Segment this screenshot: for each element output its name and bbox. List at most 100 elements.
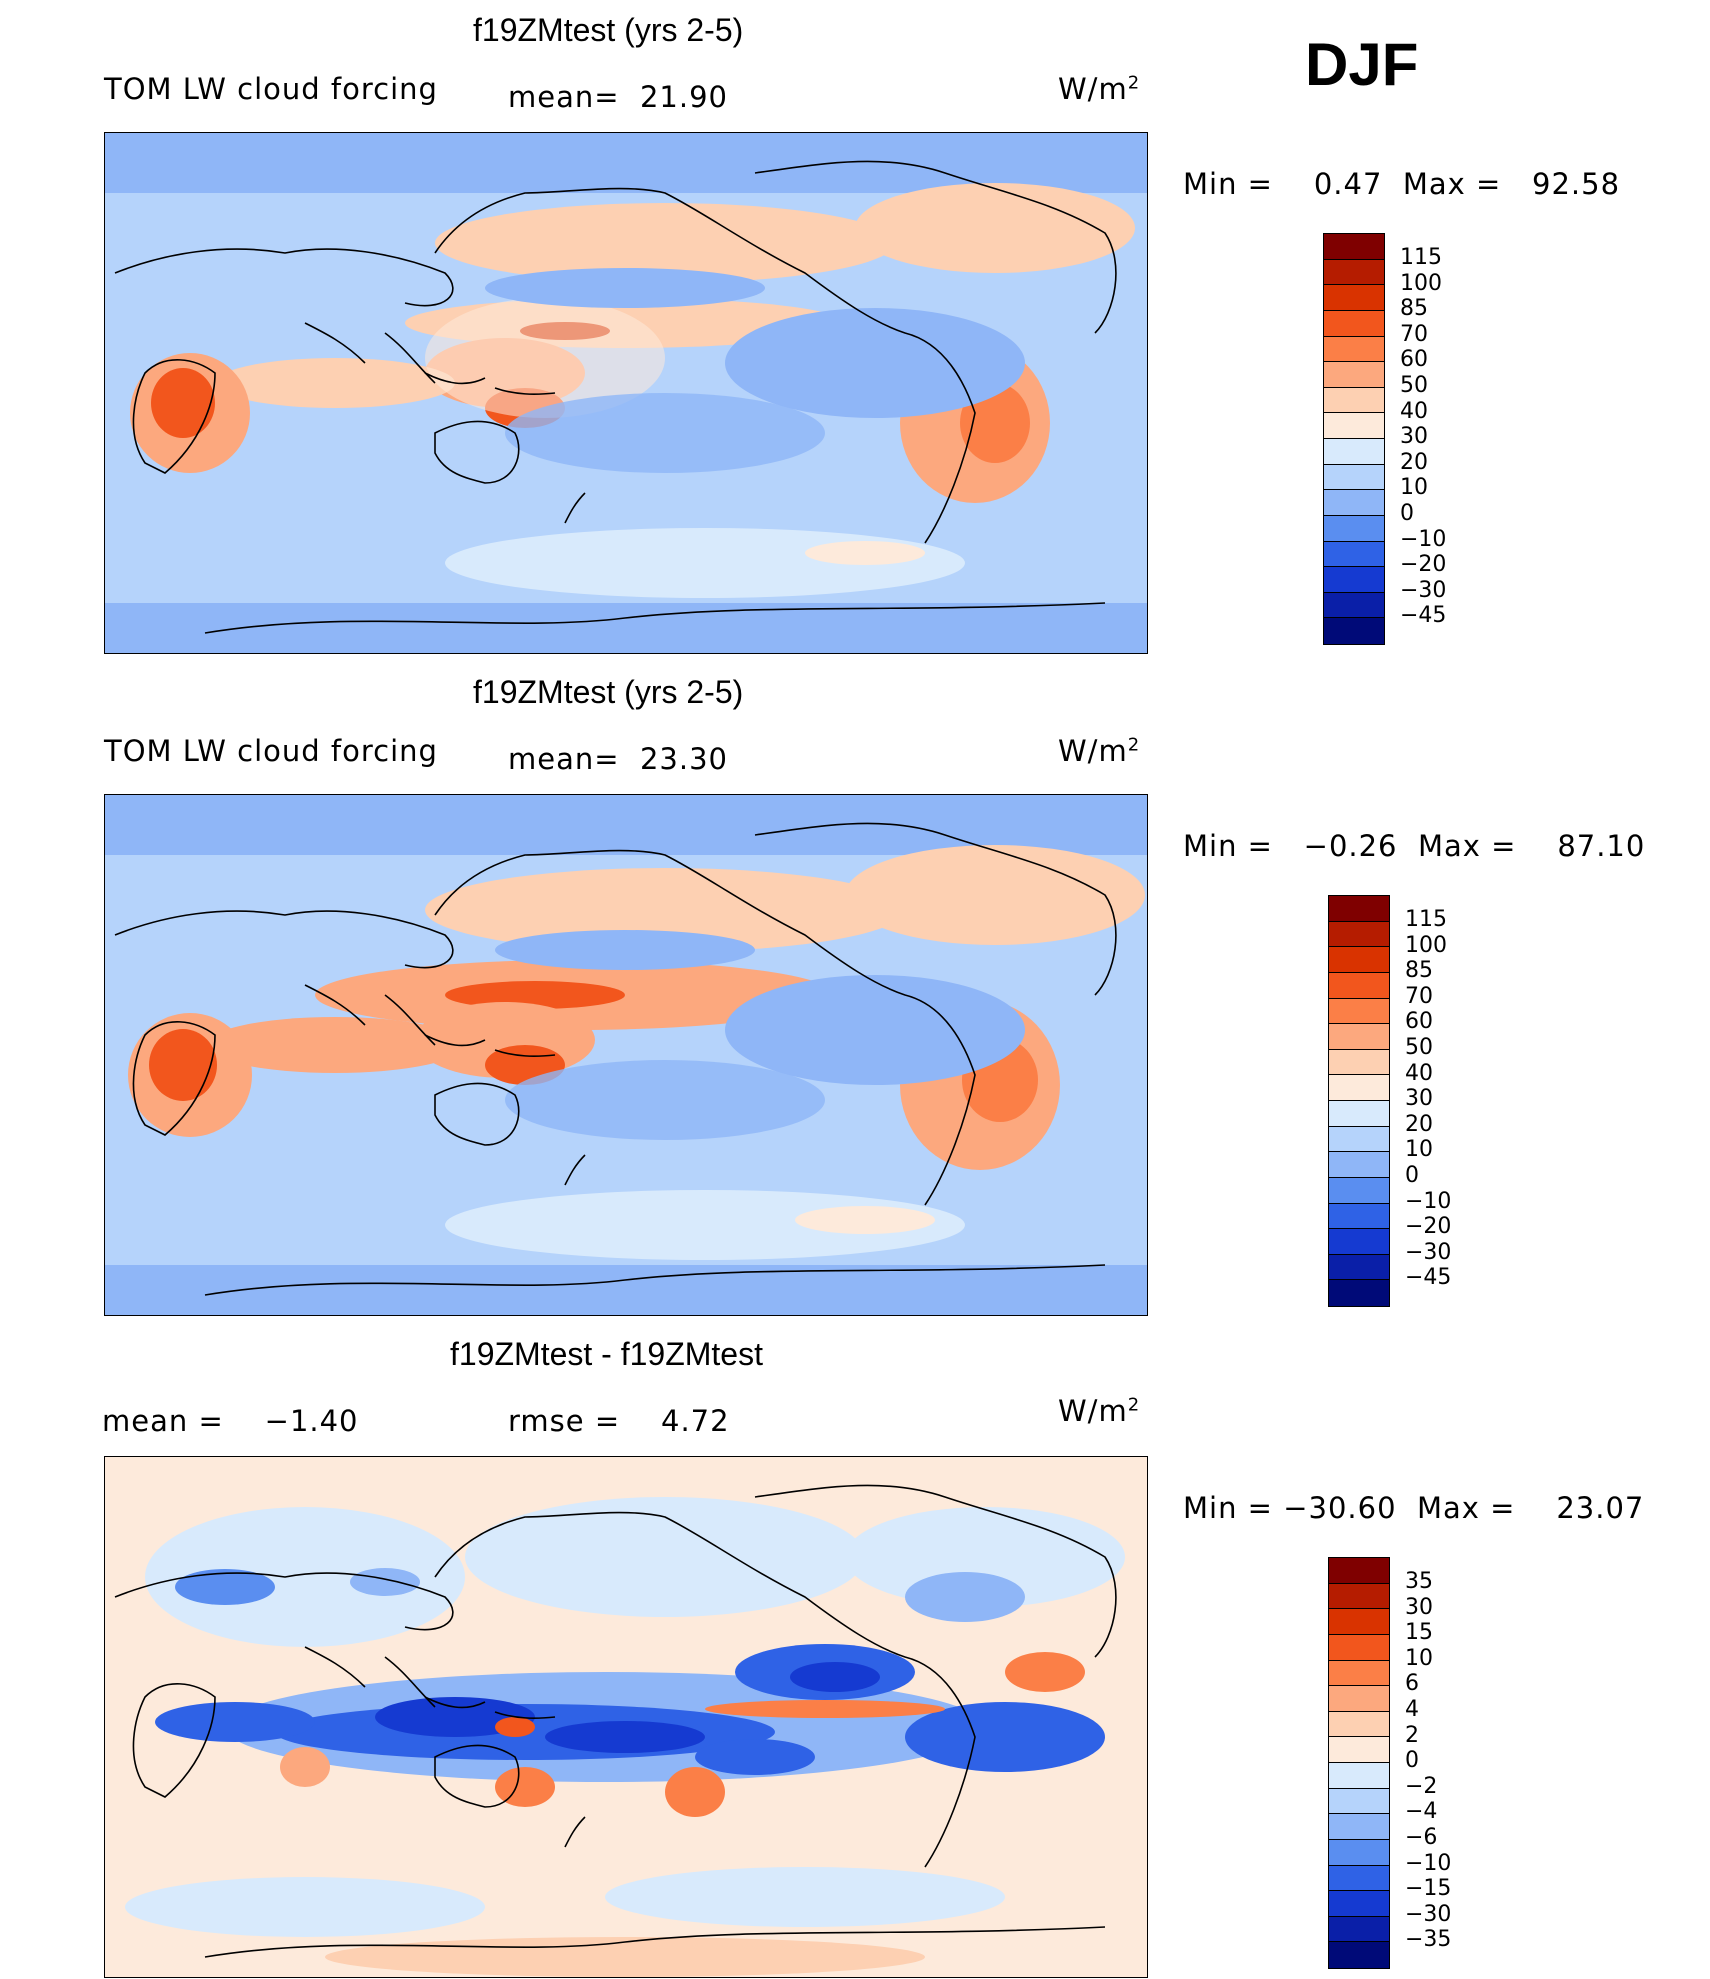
colorbar-swatch [1324, 515, 1384, 542]
colorbar-tick-label: 85 [1405, 958, 1433, 984]
colorbar-swatch [1324, 618, 1384, 644]
colorbar-swatch [1329, 1711, 1389, 1738]
colorbar-swatch [1329, 1024, 1389, 1050]
colorbar-tick-label: 40 [1405, 1060, 1433, 1086]
colorbar-tick-label: −10 [1400, 526, 1447, 552]
colorbar-tick-label: −20 [1405, 1214, 1452, 1240]
panel1-colorbar [1323, 233, 1385, 645]
colorbar-swatch [1329, 998, 1389, 1025]
colorbar-tick-label: 40 [1400, 398, 1428, 424]
colorbar-swatch [1324, 234, 1384, 260]
colorbar-tick-label: 20 [1405, 1111, 1433, 1137]
panel3-units: W/m2 [1058, 1394, 1141, 1428]
colorbar-tick-label: 70 [1400, 321, 1428, 347]
colorbar-tick-label: 10 [1400, 475, 1428, 501]
panel3-map [104, 1456, 1148, 1978]
colorbar-tick-label: −4 [1405, 1799, 1438, 1825]
colorbar-tick-label: 30 [1400, 424, 1428, 450]
colorbar-swatch [1329, 1177, 1389, 1204]
panel3-rmse: rmse = 4.72 [508, 1404, 730, 1438]
panel1-mean-label: mean= [508, 80, 620, 114]
panel2-mean-value: 23.30 [639, 742, 729, 776]
colorbar-tick-label: 85 [1400, 296, 1428, 322]
season-label: DJF [1305, 31, 1419, 98]
colorbar-swatch [1324, 541, 1384, 568]
colorbar-tick-label: −10 [1405, 1188, 1452, 1214]
colorbar-tick-label: 115 [1405, 907, 1447, 932]
panel2-mean-label: mean= [508, 742, 620, 776]
colorbar-tick-label: 50 [1405, 1034, 1433, 1060]
colorbar-tick-label: 60 [1405, 1009, 1433, 1035]
panel1-units: W/m2 [1058, 72, 1141, 106]
panel1-map [104, 132, 1148, 654]
colorbar-swatch [1329, 1558, 1389, 1584]
colorbar-swatch [1329, 1916, 1389, 1943]
colorbar-swatch [1329, 1865, 1389, 1892]
colorbar-swatch [1329, 1075, 1389, 1101]
colorbar-swatch [1329, 1737, 1389, 1763]
colorbar-tick-label: 100 [1400, 270, 1442, 296]
colorbar-tick-label: 4 [1405, 1696, 1419, 1722]
colorbar-swatch [1324, 490, 1384, 516]
colorbar-tick-label: 115 [1400, 245, 1442, 270]
panel1-title: f19ZMtest (yrs 2-5) [473, 12, 744, 48]
colorbar-tick-label: 20 [1400, 449, 1428, 475]
colorbar-tick-label: 30 [1405, 1594, 1433, 1620]
colorbar-tick-label: −2 [1405, 1773, 1438, 1799]
panel3-colorbar [1328, 1557, 1390, 1969]
colorbar-swatch [1329, 1891, 1389, 1917]
panel2-colorbar [1328, 895, 1390, 1307]
colorbar-swatch [1329, 1126, 1389, 1153]
colorbar-tick-label: −35 [1405, 1927, 1452, 1953]
colorbar-swatch [1329, 1763, 1389, 1789]
colorbar-tick-label: 6 [1405, 1671, 1419, 1697]
colorbar-swatch [1329, 1203, 1389, 1230]
colorbar-tick-label: 0 [1405, 1748, 1419, 1774]
colorbar-swatch [1329, 972, 1389, 999]
colorbar-tick-label: 2 [1405, 1722, 1419, 1748]
colorbar-tick-label: 70 [1405, 983, 1433, 1009]
colorbar-tick-label: −30 [1405, 1901, 1452, 1927]
colorbar-swatch [1324, 387, 1384, 414]
colorbar-swatch [1329, 1660, 1389, 1687]
panel3-title: f19ZMtest - f19ZMtest [450, 1336, 763, 1372]
colorbar-swatch [1329, 1814, 1389, 1840]
panel1-mean-value: 21.90 [639, 80, 729, 114]
colorbar-swatch [1329, 1839, 1389, 1866]
panel2-map [104, 794, 1148, 1316]
colorbar-swatch [1329, 921, 1389, 948]
colorbar-swatch [1324, 413, 1384, 439]
panel2-title: f19ZMtest (yrs 2-5) [473, 674, 744, 710]
colorbar-swatch [1329, 1942, 1389, 1968]
colorbar-tick-label: 60 [1400, 347, 1428, 373]
colorbar-swatch [1324, 285, 1384, 311]
panel2-colorbar-ticks: 115 100 85 70 60 50 40 30 20 10 0 −10 −20 −30 −45 [1405, 907, 1451, 1291]
colorbar-swatch [1329, 896, 1389, 922]
colorbar-tick-label: −15 [1405, 1876, 1452, 1902]
colorbar-tick-label: 10 [1405, 1645, 1433, 1671]
panel1-colorbar-ticks: 115 100 85 70 60 50 40 30 20 10 0 −10 −20 −30 −45 [1400, 245, 1446, 629]
colorbar-tick-label: −45 [1400, 603, 1447, 629]
panel3-mean: mean = −1.40 [102, 1404, 359, 1438]
panel3-min: Min = −30.60 Max = 23.07 [1183, 1491, 1645, 1525]
panel3-colorbar-ticks: 35 30 15 10 6 4 2 0 −2 −4 −6 −10 −15 −30 −35 [1405, 1569, 1451, 1953]
colorbar-tick-label: 100 [1405, 932, 1447, 958]
colorbar-swatch [1324, 259, 1384, 286]
colorbar-swatch [1329, 1609, 1389, 1635]
colorbar-swatch [1324, 439, 1384, 465]
colorbar-tick-label: −30 [1400, 577, 1447, 603]
panel2-min: Min = −0.26 Max = 87.10 [1183, 829, 1646, 863]
panel1-min: Min = 0.47 Max = 92.58 [1183, 167, 1621, 201]
colorbar-swatch [1324, 592, 1384, 619]
colorbar-tick-label: 15 [1405, 1620, 1433, 1646]
colorbar-tick-label: −10 [1405, 1850, 1452, 1876]
colorbar-swatch [1324, 336, 1384, 363]
colorbar-swatch [1329, 1049, 1389, 1076]
colorbar-tick-label: 10 [1405, 1137, 1433, 1163]
colorbar-swatch [1329, 1788, 1389, 1815]
panel2-units: W/m2 [1058, 734, 1141, 768]
colorbar-swatch [1324, 464, 1384, 491]
colorbar-tick-label: 35 [1405, 1569, 1433, 1594]
colorbar-swatch [1324, 310, 1384, 337]
colorbar-tick-label: 0 [1405, 1162, 1419, 1188]
